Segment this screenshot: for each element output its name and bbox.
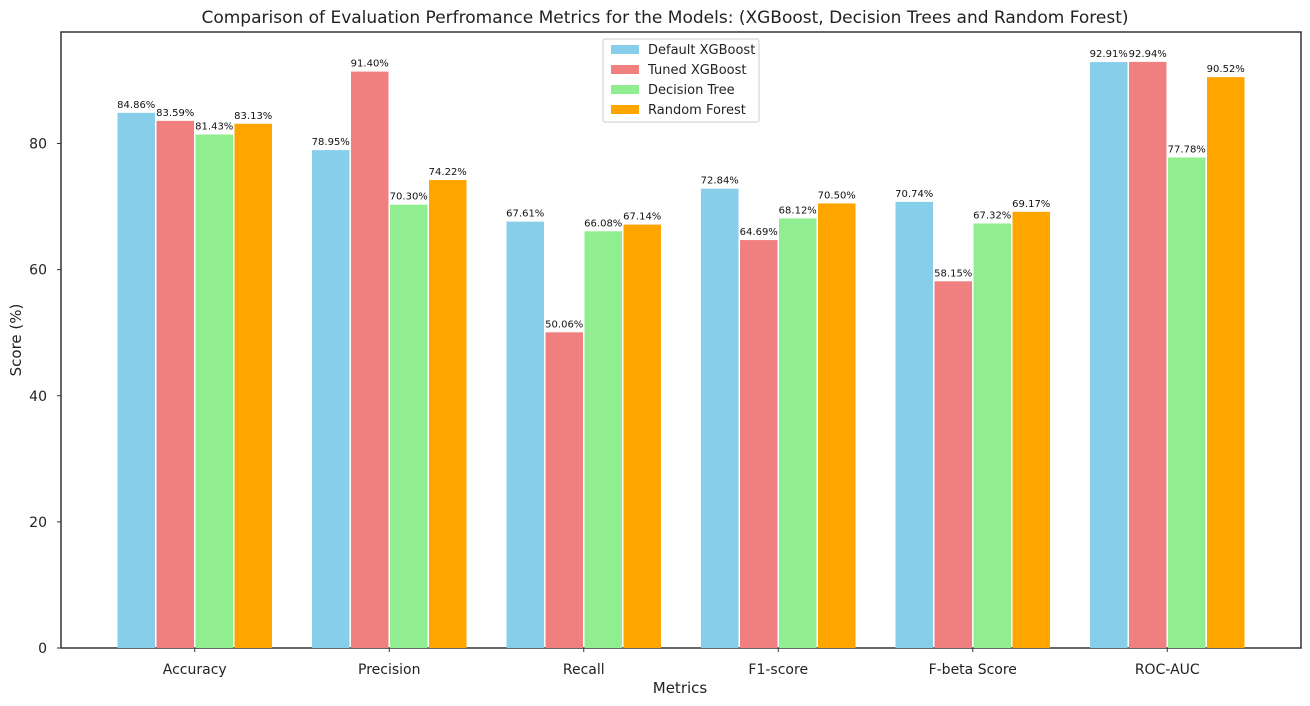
legend-entry: Decision Tree: [648, 83, 735, 98]
bar-random-forest-f1-score: [818, 203, 856, 649]
data-label: 83.59%: [156, 108, 194, 119]
y-tick-label: 40: [29, 389, 47, 405]
bar-tuned-xgboost-roc-auc: [1129, 61, 1167, 649]
legend-swatch: [611, 65, 639, 74]
data-label: 77.78%: [1168, 144, 1206, 155]
bar-random-forest-accuracy: [234, 123, 272, 649]
legend-entry: Random Forest: [648, 103, 746, 118]
data-label: 81.43%: [195, 121, 233, 132]
chart-title: Comparison of Evaluation Perfromance Met…: [201, 8, 1128, 28]
y-tick-label: 0: [38, 641, 47, 657]
bar-decision-tree-roc-auc: [1168, 157, 1206, 648]
data-label: 70.50%: [818, 190, 856, 201]
data-label: 66.08%: [584, 218, 622, 229]
y-tick-label: 80: [29, 137, 47, 153]
legend-swatch: [611, 105, 639, 114]
legend: Default XGBoost Tuned XGBoost Decision Tre…: [602, 38, 760, 123]
bar-random-forest-recall: [623, 224, 661, 648]
data-label: 69.17%: [1012, 199, 1050, 210]
data-label: 70.74%: [895, 189, 933, 200]
bar-tuned-xgboost-accuracy: [156, 120, 194, 648]
data-label: 84.86%: [117, 100, 155, 111]
data-label: 74.22%: [429, 167, 467, 178]
bar-tuned-xgboost-recall: [545, 332, 583, 648]
legend-swatch: [611, 85, 639, 94]
x-tick-label: Precision: [358, 662, 420, 678]
bar-random-forest-f-beta-score: [1012, 211, 1050, 648]
legend-swatch: [611, 45, 639, 54]
bar-default-xgboost-f-beta-score: [895, 201, 933, 648]
bar-decision-tree-f-beta-score: [973, 223, 1011, 648]
data-label: 78.95%: [312, 137, 350, 148]
data-label: 92.94%: [1129, 49, 1167, 60]
data-labels-layer: 84.86%83.59%81.43%83.13% 78.95% 91.40% 70.3…: [117, 49, 1245, 330]
data-label: 67.14%: [623, 212, 661, 223]
data-label: 67.61%: [506, 209, 544, 220]
bar-decision-tree-recall: [584, 231, 622, 648]
data-label: 58.15%: [934, 268, 972, 279]
x-axis-label: Metrics: [653, 679, 708, 697]
data-label: 72.84%: [701, 176, 739, 187]
plot-frame: [60, 31, 1302, 649]
data-label: 50.06%: [545, 319, 583, 330]
bar-decision-tree-precision: [390, 204, 428, 648]
y-tick-label: 20: [29, 515, 47, 531]
bar-tuned-xgboost-precision: [351, 71, 389, 648]
data-label: 68.12%: [779, 205, 817, 216]
legend-box: [602, 38, 760, 123]
data-label: 91.40%: [351, 59, 389, 70]
data-label: 83.13%: [234, 111, 272, 122]
bar-tuned-xgboost-f-beta-score: [934, 281, 972, 648]
bar-tuned-xgboost-f1-score: [740, 240, 778, 648]
y-tick-label: 60: [29, 263, 47, 279]
data-label: 67.32%: [973, 210, 1011, 221]
bar-random-forest-roc-auc: [1207, 77, 1245, 648]
bar-decision-tree-accuracy: [195, 134, 233, 648]
bar-default-xgboost-precision: [312, 150, 350, 648]
y-axis: 0 20 40 60 80: [29, 137, 61, 657]
bar-default-xgboost-roc-auc: [1090, 62, 1128, 649]
bars-layer: [117, 61, 1245, 649]
bar-default-xgboost-f1-score: [701, 188, 739, 648]
x-tick-label: F1-score: [748, 662, 808, 678]
x-tick-label: F-beta Score: [929, 662, 1017, 678]
bar-default-xgboost-accuracy: [117, 112, 155, 648]
data-label: 64.69%: [740, 227, 778, 238]
bar-default-xgboost-recall: [506, 221, 544, 648]
x-tick-label: Accuracy: [163, 662, 227, 678]
x-tick-label: ROC-AUC: [1135, 662, 1200, 678]
bar-decision-tree-f1-score: [779, 218, 817, 648]
data-label: 90.52%: [1207, 64, 1245, 75]
y-axis-label: Score (%): [7, 304, 25, 377]
data-label: 70.30%: [390, 192, 428, 203]
legend-entry: Default XGBoost: [648, 43, 755, 58]
bar-random-forest-precision: [429, 179, 467, 648]
data-label: 92.91%: [1090, 49, 1128, 60]
x-axis: Accuracy Precision Recall F1-score F-beta Sc…: [163, 648, 1200, 678]
legend-entry: Tuned XGBoost: [647, 63, 747, 78]
x-tick-label: Recall: [563, 662, 605, 678]
